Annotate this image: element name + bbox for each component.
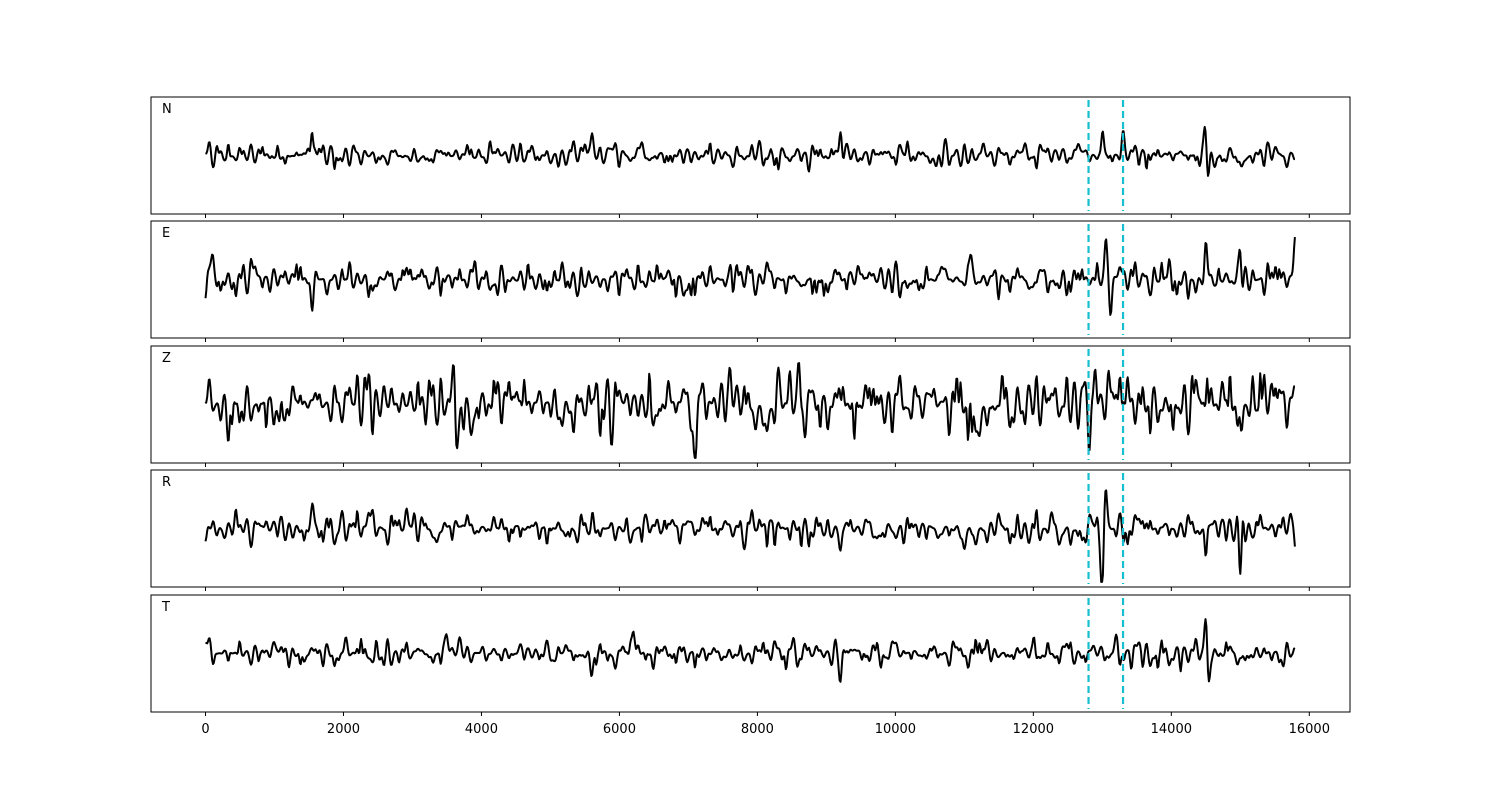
panel-n: N <box>150 96 1351 218</box>
waveform-e <box>204 237 1296 316</box>
panel-label: N <box>162 102 172 117</box>
panel-label: T <box>161 600 170 615</box>
panel-label: Z <box>162 351 171 366</box>
panel-label: E <box>162 226 170 241</box>
x-tick-label: 0 <box>201 722 209 737</box>
x-tick-label: 8000 <box>741 722 774 737</box>
x-tick-label: 16000 <box>1289 722 1330 737</box>
x-tick-label: 14000 <box>1151 722 1192 737</box>
axes-frame <box>150 220 1351 339</box>
waveform-z <box>204 362 1296 459</box>
waveform-n <box>205 125 1296 177</box>
waveform-r <box>204 489 1296 583</box>
waveform-t <box>205 618 1296 683</box>
x-tick-label: 2000 <box>327 722 360 737</box>
axes-frame <box>150 469 1351 588</box>
panel-r: R <box>150 469 1351 591</box>
x-tick-label: 10000 <box>875 722 916 737</box>
axes-frame <box>150 594 1351 713</box>
panel-t: T 0 2000 4000 6000 8000 10000 12000 14000 16000 <box>150 594 1351 737</box>
panel-label: R <box>162 475 171 490</box>
x-tick-label: 4000 <box>465 722 498 737</box>
panel-e: E <box>150 220 1351 342</box>
x-tick-label: 6000 <box>603 722 636 737</box>
axes-frame <box>150 345 1351 464</box>
panel-z: Z <box>150 345 1351 467</box>
axes-frame <box>150 96 1351 215</box>
x-tick-label: 12000 <box>1013 722 1054 737</box>
